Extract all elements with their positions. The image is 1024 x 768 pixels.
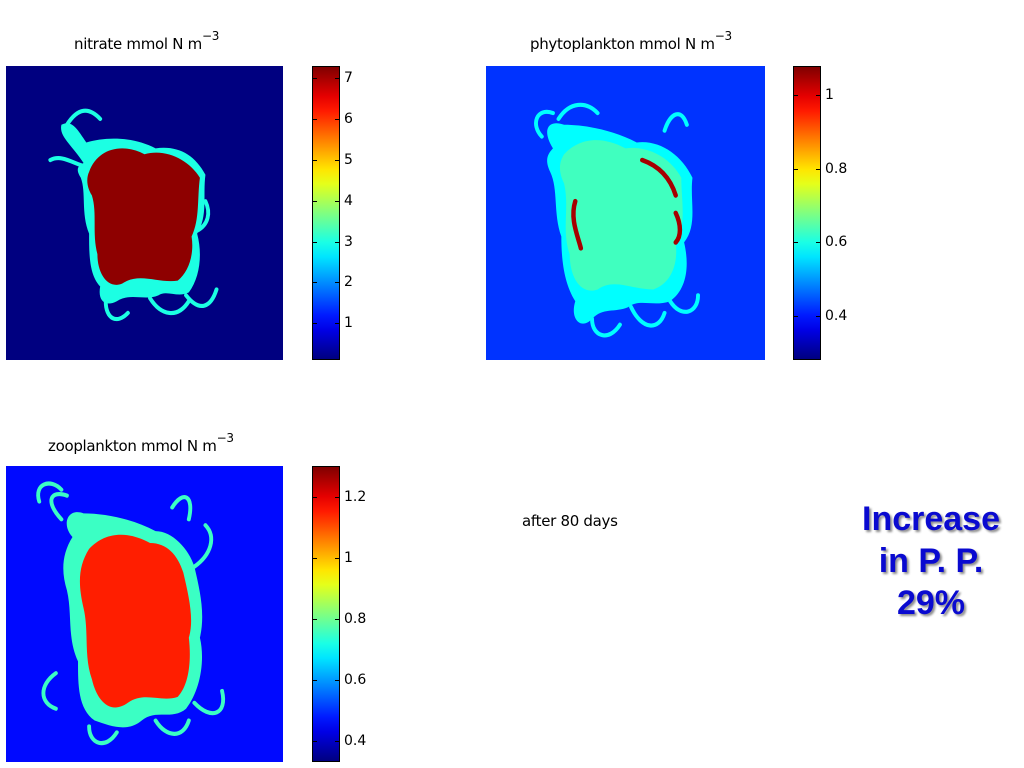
colorbar-tick-mark [312, 119, 317, 121]
filament-2 [170, 495, 193, 522]
filament-6 [192, 688, 226, 716]
phytoplankton-colorbar-ticks: 0.4 0.6 0.8 1 [793, 66, 847, 360]
colorbar-tick-mark [335, 78, 340, 80]
colorbar-tick-mark [312, 323, 317, 325]
colorbar-tick-mark [312, 618, 317, 620]
zooplankton-title: zooplankton mmol N m−3 [48, 431, 234, 455]
patch-core [87, 148, 200, 285]
filament-1 [36, 481, 64, 504]
front-0 [571, 198, 584, 251]
phytoplankton-title: phytoplankton mmol N m−3 [530, 29, 732, 53]
colorbar-tick-mark [335, 119, 340, 121]
map-canvas [6, 466, 283, 762]
colorbar-tick-label: 5 [344, 151, 353, 168]
colorbar-tick-mark [335, 740, 340, 742]
colorbar-tick-mark [312, 679, 317, 681]
colorbar-tick-label: 0.4 [825, 307, 848, 324]
nitrate-title: nitrate mmol N m−3 [74, 29, 220, 53]
colorbar-tick-mark [793, 95, 798, 97]
filament-5 [195, 199, 211, 233]
colorbar-tick-mark [312, 496, 317, 498]
colorbar-tick-mark [312, 282, 317, 284]
callout-line-3: 29% [896, 584, 966, 622]
filament-3 [629, 305, 667, 328]
phytoplankton-colorbar [793, 66, 821, 360]
colorbar-tick-mark [312, 241, 317, 243]
nitrate-map [6, 66, 283, 360]
colorbar-tick-mark [312, 740, 317, 742]
colorbar-tick-mark [816, 168, 821, 170]
zooplankton-map [6, 466, 283, 762]
patch-core [559, 140, 683, 291]
colorbar-tick-label: 0.4 [344, 732, 367, 749]
filament-1 [556, 102, 600, 121]
filament-0 [49, 492, 69, 522]
front-1 [640, 157, 678, 198]
filament-4 [184, 287, 219, 308]
filament-5 [662, 112, 689, 133]
colorbar-tick-label: 0.8 [825, 160, 848, 177]
filament-0 [65, 108, 103, 127]
colorbar-tick-mark [312, 78, 317, 80]
colorbar-tick-mark [312, 200, 317, 202]
filament-2 [590, 316, 622, 338]
colorbar-tick-mark [335, 496, 340, 498]
colorbar-tick-mark [335, 323, 340, 325]
map-canvas [486, 66, 765, 360]
nitrate-colorbar [312, 66, 340, 360]
filament-5 [153, 718, 191, 736]
filament-0 [534, 109, 555, 139]
colorbar-tick-mark [816, 95, 821, 97]
colorbar-tick-label: 1 [825, 87, 834, 104]
colorbar-tick-mark [335, 679, 340, 681]
filament-2 [103, 299, 130, 322]
zooplankton-colorbar-ticks: 0.4 0.6 0.8 1 1.2 [312, 466, 366, 762]
elapsed-time-note: after 80 days [522, 512, 618, 530]
colorbar-tick-mark [335, 618, 340, 620]
colorbar-tick-mark [335, 200, 340, 202]
phytoplankton-map [486, 66, 765, 360]
filament-3 [148, 296, 191, 316]
primary-production-callout: Increase in P. P. 29% [836, 498, 1024, 624]
nitrate-colorbar-ticks: 1 2 3 4 5 6 7 [312, 66, 353, 360]
patch-core [79, 534, 192, 708]
colorbar-tick-mark [335, 557, 340, 559]
colorbar-tick-mark [335, 241, 340, 243]
colorbar-tick-label: 7 [344, 70, 353, 87]
callout-line-1: Increase [862, 500, 1000, 538]
front-2 [673, 210, 683, 245]
zooplankton-colorbar [312, 466, 340, 762]
colorbar-tick-mark [335, 159, 340, 161]
colorbar-tick-label: 1.2 [344, 488, 367, 505]
colorbar-tick-mark [793, 168, 798, 170]
colorbar-tick-mark [816, 242, 821, 244]
colorbar-tick-mark [793, 242, 798, 244]
colorbar-tick-label: 4 [344, 192, 353, 209]
colorbar-tick-label: 3 [344, 233, 353, 250]
colorbar-tick-label: 1 [344, 315, 353, 332]
colorbar-tick-label: 2 [344, 274, 353, 291]
filament-7 [192, 523, 214, 569]
colorbar-tick-label: 0.6 [344, 671, 367, 688]
filament-4 [87, 724, 119, 746]
colorbar-tick-mark [312, 159, 317, 161]
filament-4 [668, 293, 700, 314]
colorbar-tick-mark [793, 315, 798, 317]
colorbar-tick-label: 6 [344, 111, 353, 128]
filament-3 [41, 671, 58, 711]
map-canvas [6, 66, 283, 360]
colorbar-tick-mark [816, 315, 821, 317]
colorbar-tick-label: 1 [344, 549, 353, 566]
colorbar-tick-label: 0.8 [344, 610, 367, 627]
callout-line-2: in P. P. [878, 542, 984, 580]
colorbar-tick-mark [312, 557, 317, 559]
colorbar-tick-label: 0.6 [825, 234, 848, 251]
colorbar-tick-mark [335, 282, 340, 284]
